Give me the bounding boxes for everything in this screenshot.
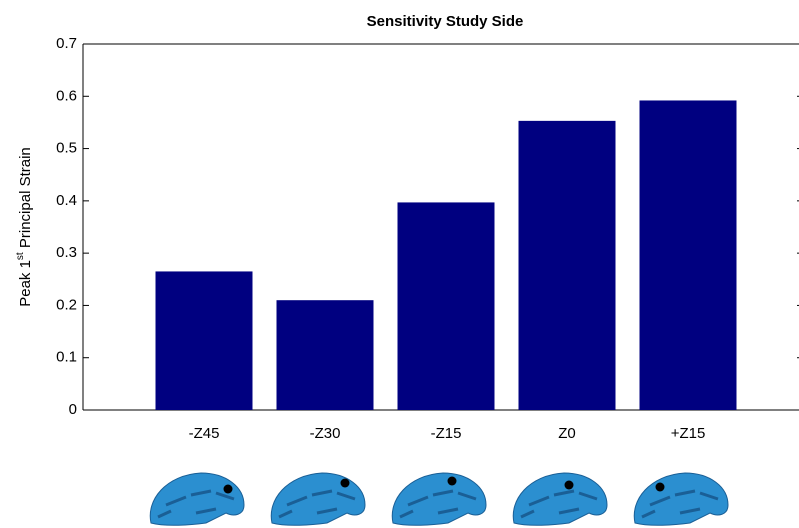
helmet-shell (512, 472, 608, 526)
bar (155, 271, 253, 410)
helmet-icon (270, 472, 366, 526)
impact-dot (447, 476, 457, 486)
bar (518, 120, 616, 411)
y-tick-label: 0.3 (56, 244, 77, 261)
x-tick-label: Z0 (558, 425, 576, 442)
impact-dot (223, 484, 233, 494)
y-label-sup: st (15, 252, 26, 260)
impact-dot (564, 480, 574, 490)
x-tick-label: -Z30 (310, 425, 341, 442)
chart-title: Sensitivity Study Side (367, 13, 524, 30)
helmet-icon (391, 472, 487, 526)
helmet-icon (149, 472, 245, 526)
y-label-part: Peak 1 (17, 260, 34, 307)
impact-dot (340, 478, 350, 488)
helmet-shell (391, 472, 487, 526)
helmet-icon (512, 472, 608, 526)
x-tick-label: -Z45 (189, 425, 220, 442)
y-tick-label: 0.4 (56, 192, 77, 209)
helmet-vents (157, 489, 235, 519)
bar (397, 202, 495, 410)
y-axis-label: Peak 1st Principal Strain (15, 147, 34, 307)
y-tick-label: 0.7 (56, 35, 77, 52)
y-label-part: Principal Strain (17, 147, 34, 252)
y-tick-label: 0 (69, 401, 77, 418)
helmet-vents (399, 489, 477, 519)
helmet-vents (641, 489, 719, 519)
helmet-vents (520, 489, 598, 519)
y-tick-label: 0.5 (56, 140, 77, 157)
x-tick-label: -Z15 (431, 425, 462, 442)
helmet-vents (278, 489, 356, 519)
y-tick-label: 0.6 (56, 87, 77, 104)
y-tick-label: 0.2 (56, 296, 77, 313)
y-tick-label: 0.1 (56, 349, 77, 366)
x-tick-label: +Z15 (671, 425, 706, 442)
helmet-shell (149, 472, 245, 526)
bar (276, 300, 374, 410)
helmet-shell (270, 472, 366, 526)
bar (639, 100, 737, 411)
helmet-icon (633, 472, 729, 526)
impact-dot (655, 482, 665, 492)
